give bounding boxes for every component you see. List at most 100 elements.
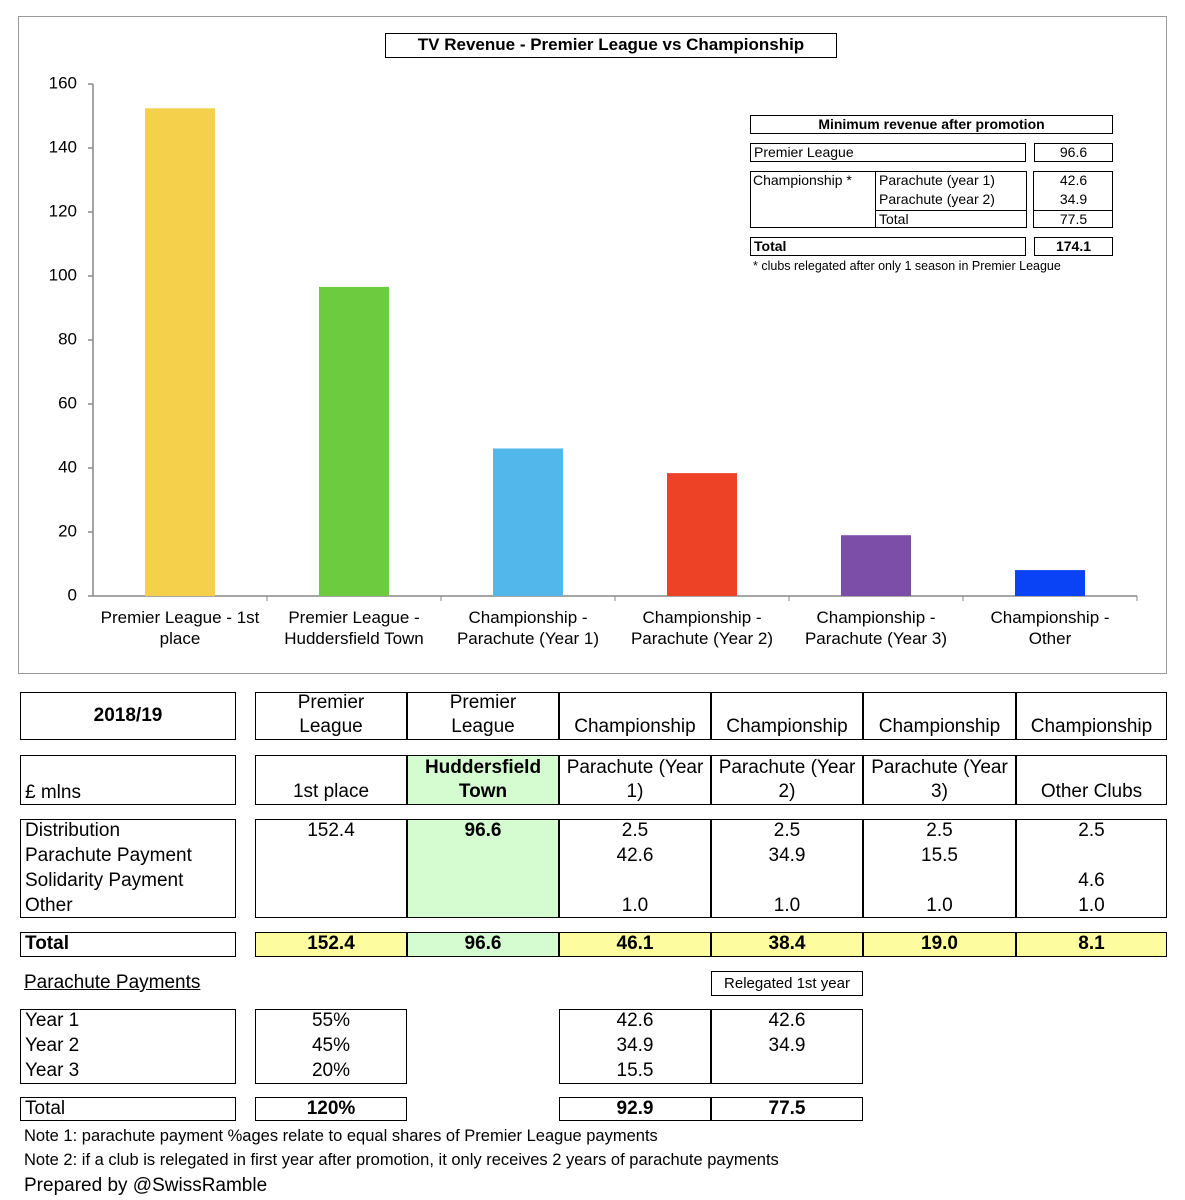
inset-total-value: 174.1 [1034, 237, 1113, 256]
bar [841, 535, 911, 596]
total-cell [1016, 932, 1167, 957]
column-name: 1st place [292, 781, 370, 802]
row-label: Parachute Payment [25, 845, 192, 866]
cell-value: 15.5 [921, 845, 958, 866]
x-tick-label: Premier League - 1st place [100, 608, 260, 648]
column-cell [711, 755, 863, 805]
cell-value: 2.5 [773, 820, 801, 841]
inset-sub-label: Parachute (year 1) [879, 172, 995, 188]
inset-group [750, 171, 1113, 228]
inset-value: 96.6 [1034, 143, 1113, 162]
x-tick-label: Championship - Parachute (Year 1) [456, 608, 600, 648]
row-label: Distribution [25, 820, 121, 841]
x-tick-label: Premier League - Huddersfield Town [284, 608, 424, 648]
league-name: Premier League [449, 692, 517, 737]
data-cell [1016, 819, 1167, 918]
note: Note 2: if a club is relegated in first … [24, 1151, 779, 1169]
column-cell [407, 755, 559, 805]
credit: Prepared by @SwissRamble [24, 1175, 268, 1196]
inset-sub-label: Parachute (year 2) [879, 191, 995, 207]
p-relegated-cell [711, 1009, 863, 1084]
column-name: Huddersfield Town [424, 757, 542, 802]
inset-sub-value: 42.6 [1059, 172, 1088, 188]
cell-value: 1.0 [926, 895, 953, 916]
cell-value: 1.0 [621, 895, 649, 916]
cell-value: 4.6 [1078, 870, 1105, 891]
inset-sub-value: 34.9 [1059, 191, 1088, 207]
league-cell [559, 692, 711, 740]
bar [493, 448, 563, 596]
p-share: 20% [311, 1060, 351, 1081]
cell-value: 1.0 [1078, 895, 1105, 916]
y-tick-label: 100 [49, 265, 77, 284]
data-cell [559, 819, 711, 918]
note: Note 1: parachute payment %ages relate t… [24, 1127, 658, 1145]
inset-sub-value: 77.5 [1034, 210, 1113, 228]
total-label: Total [25, 933, 69, 954]
data-cell [863, 819, 1016, 918]
total-value: 19.0 [921, 933, 958, 954]
unit-cell [20, 755, 236, 805]
p-standard: 42.6 [616, 1010, 654, 1031]
y-tick-label: 20 [58, 521, 77, 540]
league-cell [1016, 692, 1167, 740]
p-standard: 15.5 [616, 1060, 654, 1081]
p-total-share-cell [255, 1097, 407, 1121]
p-label: Year 2 [25, 1035, 80, 1056]
x-tick-label: Championship - Parachute (Year 3) [804, 608, 948, 648]
league-cell [407, 692, 559, 740]
data-cell [711, 819, 863, 918]
p-relegated: 42.6 [768, 1010, 806, 1031]
inset-title: Minimum revenue after promotion [750, 115, 1113, 134]
p-label: Year 1 [25, 1010, 80, 1031]
x-tick-label: Championship - Parachute (Year 2) [630, 608, 774, 648]
inset-group-label: Championship * [750, 171, 876, 228]
column-name: Other Clubs [1040, 781, 1143, 802]
league-cell [711, 692, 863, 740]
column-cell [559, 755, 711, 805]
league-cell [863, 692, 1016, 740]
cell-value: 1.0 [773, 895, 801, 916]
p-label-cell [20, 1009, 236, 1084]
total-cell [407, 932, 559, 957]
cell-value: 34.9 [768, 845, 806, 866]
y-tick-label: 40 [58, 457, 77, 476]
parachute-title: Parachute Payments [24, 972, 201, 993]
bar [1015, 570, 1085, 596]
p-label: Year 3 [25, 1060, 80, 1081]
league-name: Championship [878, 716, 1001, 737]
y-tick-label: 80 [58, 329, 77, 348]
column-name: Parachute (Year 3) [871, 757, 1008, 802]
column-cell [863, 755, 1016, 805]
y-tick-label: 0 [68, 585, 77, 604]
inset-footnote: * clubs relegated after only 1 season in… [753, 259, 1061, 273]
x-tick-label: Championship - Other [990, 608, 1110, 648]
total-value: 96.6 [464, 933, 502, 954]
p-total-relegated: 77.5 [768, 1098, 806, 1119]
p-share-cell [255, 1009, 407, 1084]
total-cell [559, 932, 711, 957]
chart-title: TV Revenue - Premier League vs Champions… [385, 33, 837, 58]
column-cell [255, 755, 407, 805]
total-value: 38.4 [768, 933, 806, 954]
p-total-label-cell [20, 1097, 236, 1121]
total-value: 46.1 [616, 933, 654, 954]
y-tick-label: 140 [49, 137, 77, 156]
data-cell [255, 819, 407, 918]
y-tick-label: 160 [49, 73, 77, 92]
league-name: Premier League [297, 692, 365, 737]
bar [319, 286, 389, 596]
inset-group-sep [1026, 171, 1034, 228]
bar [145, 108, 215, 596]
y-tick-label: 120 [49, 201, 77, 220]
p-total-standard-cell [559, 1097, 711, 1121]
chart: 0 20 40 60 80 100 120 140 160 [49, 73, 1138, 604]
total-cell [863, 932, 1016, 957]
bar [667, 473, 737, 596]
p-relegated: 34.9 [768, 1035, 806, 1056]
unit: £ mlns [25, 782, 81, 803]
column-cell [1016, 755, 1167, 805]
data-cell [407, 819, 559, 918]
total-value: 152.4 [307, 933, 355, 954]
p-share: 45% [311, 1035, 351, 1056]
